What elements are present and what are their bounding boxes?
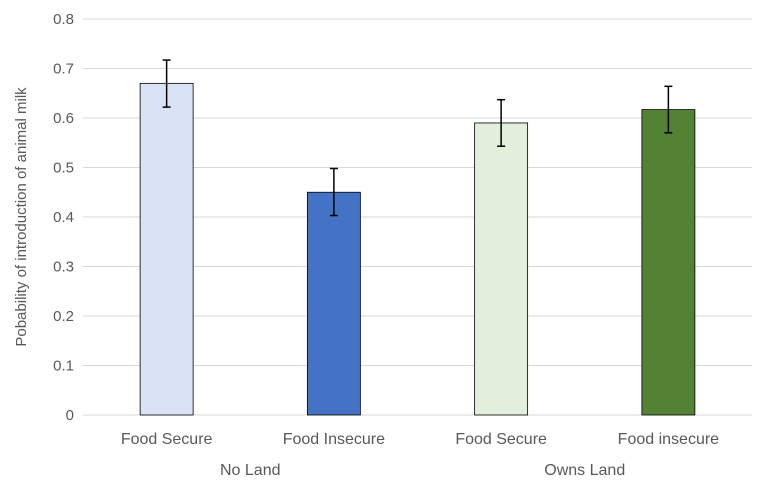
group-label: No Land xyxy=(220,462,281,479)
x-tick-label: Food Insecure xyxy=(283,431,385,448)
y-tick-label: 0.6 xyxy=(53,110,74,127)
y-tick-label: 0.8 xyxy=(53,11,74,28)
bar xyxy=(641,109,696,416)
bar xyxy=(474,122,529,416)
x-tick-label: Food Secure xyxy=(121,431,213,448)
group-labels: No Land Owns Land xyxy=(220,462,625,479)
y-tick-label: 0.5 xyxy=(53,160,74,177)
y-axis-label: Pobability of introduction of animal mil… xyxy=(13,87,30,347)
bar xyxy=(306,191,361,416)
y-tick-label: 0.4 xyxy=(53,209,74,226)
y-tick-label: 0.7 xyxy=(53,61,74,78)
bar xyxy=(139,82,194,416)
y-tick-label: 0 xyxy=(66,407,74,424)
y-tick-label: 0.2 xyxy=(53,308,74,325)
error-bars xyxy=(162,59,673,217)
x-tick-labels: Food Secure Food Insecure Food Secure Food … xyxy=(121,431,719,448)
x-tick-label: Food insecure xyxy=(618,431,719,448)
bars xyxy=(139,82,696,416)
y-tick-label: 0.1 xyxy=(53,358,74,375)
y-tick-labels: 0 0.1 0.2 0.3 0.4 0.5 0.6 0.7 0.8 xyxy=(53,11,74,424)
group-label: Owns Land xyxy=(544,462,625,479)
gridlines xyxy=(83,18,752,416)
x-tick-label: Food Secure xyxy=(455,431,547,448)
y-tick-label: 0.3 xyxy=(53,259,74,276)
